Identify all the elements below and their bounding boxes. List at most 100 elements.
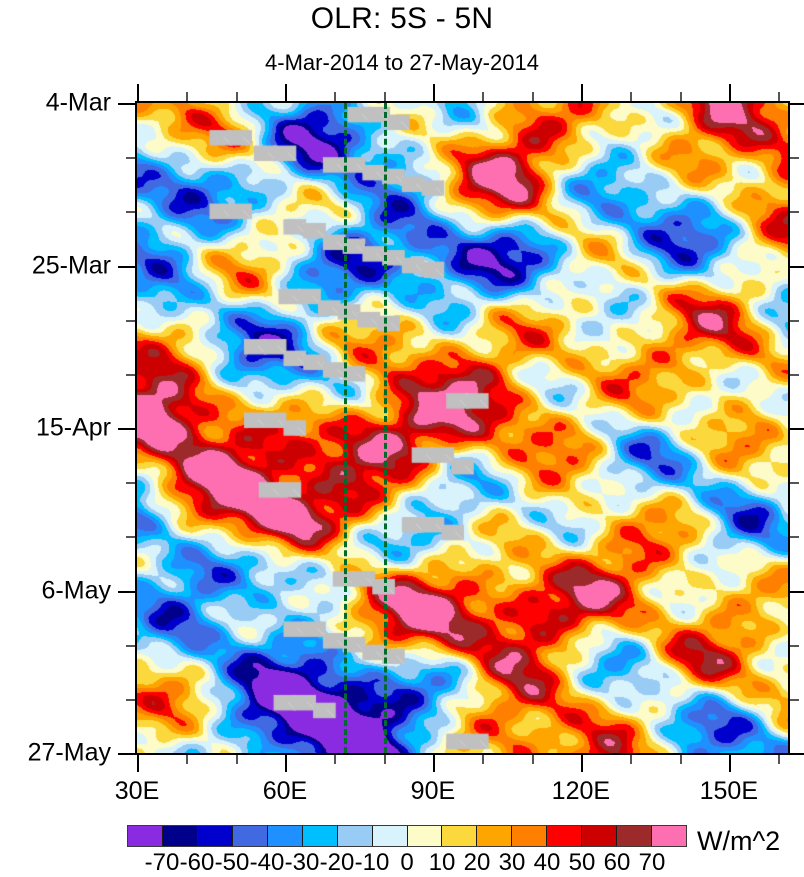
x-axis-major-tick xyxy=(432,755,435,772)
x-axis-major-tick xyxy=(137,84,139,101)
y-axis-minor-tick xyxy=(790,157,799,160)
x-axis-minor-tick xyxy=(334,755,337,764)
y-axis-minor-tick xyxy=(790,373,799,376)
colorbar-tick-label: -70 xyxy=(144,849,180,876)
y-axis-major-tick xyxy=(118,590,135,593)
y-axis-major-tick xyxy=(790,103,804,105)
colorbar-swatch xyxy=(442,826,478,846)
y-axis-tick-label: 4-Mar xyxy=(45,88,111,117)
y-axis-minor-tick xyxy=(790,211,799,214)
colorbar-swatch xyxy=(372,826,408,846)
x-axis-minor-tick xyxy=(778,755,781,764)
y-axis-minor-tick xyxy=(790,698,799,701)
x-axis-minor-tick xyxy=(531,92,534,101)
y-axis-major-tick xyxy=(118,428,135,430)
x-axis-major-tick xyxy=(284,84,287,101)
colorbar-tick-label: -20 xyxy=(319,849,355,876)
colorbar-swatch xyxy=(128,826,163,846)
colorbar-swatch xyxy=(302,826,338,846)
y-axis-minor-tick xyxy=(126,157,135,160)
x-axis-tick-label: 30E xyxy=(114,777,160,805)
colorbar-swatch xyxy=(162,826,198,846)
x-axis-tick-label: 150E xyxy=(699,777,759,805)
colorbar-tick-label: -50 xyxy=(214,849,250,876)
colorbar-tick-labels: -70 -60 -50 -40 -30 -20 -10 0 10 20 30 40 50 60 70 xyxy=(127,849,687,877)
colorbar-tick-label: -30 xyxy=(284,849,320,876)
y-axis-major-tick xyxy=(118,103,135,105)
colorbar-swatch xyxy=(337,826,373,846)
colorbar-tick-label: 50 xyxy=(568,849,596,876)
x-axis-minor-tick xyxy=(679,755,682,764)
x-axis-minor-tick xyxy=(383,755,386,764)
colorbar-tick-label: 70 xyxy=(638,849,666,876)
y-axis-minor-tick xyxy=(126,211,135,214)
colorbar-units-label: W/m^2 xyxy=(697,826,781,856)
hovmoller-plot-area[interactable] xyxy=(135,101,790,755)
y-axis-major-tick xyxy=(790,590,804,593)
x-axis-minor-tick xyxy=(235,92,238,101)
y-axis-tick-label: 25-Mar xyxy=(31,251,111,279)
y-axis-minor-tick xyxy=(790,644,799,647)
x-axis-major-tick xyxy=(137,755,139,772)
y-axis-major-tick xyxy=(790,428,804,430)
hovmoller-contour-canvas xyxy=(137,103,788,753)
colorbar-tick-label: 0 xyxy=(400,849,414,876)
colorbar-swatches xyxy=(127,825,687,847)
x-axis-major-tick xyxy=(432,84,435,101)
colorbar-swatch xyxy=(582,826,618,846)
x-axis-minor-tick xyxy=(383,92,386,101)
y-axis-major-tick xyxy=(118,753,135,755)
colorbar[interactable]: -70 -60 -50 -40 -30 -20 -10 0 10 20 30 40 50 60 70 xyxy=(127,825,687,876)
x-axis-minor-tick xyxy=(482,755,485,764)
y-axis-major-tick xyxy=(790,753,804,755)
y-axis-minor-tick xyxy=(126,644,135,647)
colorbar-swatch xyxy=(267,826,303,846)
colorbar-swatch xyxy=(547,826,583,846)
x-axis-minor-tick xyxy=(334,92,337,101)
y-axis-tick-label: 27-May xyxy=(27,738,111,767)
colorbar-tick-label: -10 xyxy=(354,849,390,876)
colorbar-tick-label: 20 xyxy=(463,849,491,876)
x-axis-minor-tick xyxy=(679,92,682,101)
colorbar-swatch xyxy=(652,826,686,846)
x-axis-major-tick xyxy=(284,755,287,772)
x-axis-minor-tick xyxy=(630,92,633,101)
y-axis-minor-tick xyxy=(790,536,799,539)
y-axis-tick-label: 15-Apr xyxy=(35,413,111,442)
x-axis-major-tick xyxy=(728,84,731,101)
figure-title: OLR: 5S - 5N xyxy=(310,2,494,35)
y-axis-minor-tick xyxy=(126,698,135,701)
y-axis-minor-tick xyxy=(126,482,135,485)
x-axis-minor-tick xyxy=(778,92,781,101)
x-axis-major-tick xyxy=(580,755,583,772)
x-axis-major-tick xyxy=(728,755,731,772)
colorbar-tick-label: 30 xyxy=(498,849,526,876)
green-dashed-line-west xyxy=(344,103,348,753)
y-axis-minor-tick xyxy=(126,319,135,322)
colorbar-swatch xyxy=(232,826,268,846)
y-axis-minor-tick xyxy=(790,319,799,322)
x-axis-tick-label: 90E xyxy=(410,777,456,805)
colorbar-swatch xyxy=(617,826,653,846)
colorbar-swatch xyxy=(512,826,548,846)
x-axis-minor-tick xyxy=(482,92,485,101)
y-axis-major-tick xyxy=(118,265,135,268)
x-axis-tick-label: 120E xyxy=(551,777,611,805)
y-axis-minor-tick xyxy=(126,373,135,376)
y-axis-tick-label: 6-May xyxy=(41,576,111,604)
colorbar-swatch xyxy=(477,826,513,846)
x-axis-minor-tick xyxy=(531,755,534,764)
x-axis-minor-tick xyxy=(630,755,633,764)
green-dashed-line-east xyxy=(383,103,387,753)
x-axis-minor-tick xyxy=(235,755,238,764)
colorbar-tick-label: -60 xyxy=(179,849,215,876)
y-axis-major-tick xyxy=(790,265,804,268)
colorbar-swatch xyxy=(197,826,233,846)
colorbar-tick-label: -40 xyxy=(249,849,285,876)
colorbar-tick-label: 60 xyxy=(603,849,631,876)
y-axis-minor-tick xyxy=(790,482,799,485)
x-axis-tick-label: 60E xyxy=(262,777,308,805)
x-axis-major-tick xyxy=(580,84,583,101)
figure-subtitle: 4-Mar-2014 to 27-May-2014 xyxy=(265,50,539,75)
